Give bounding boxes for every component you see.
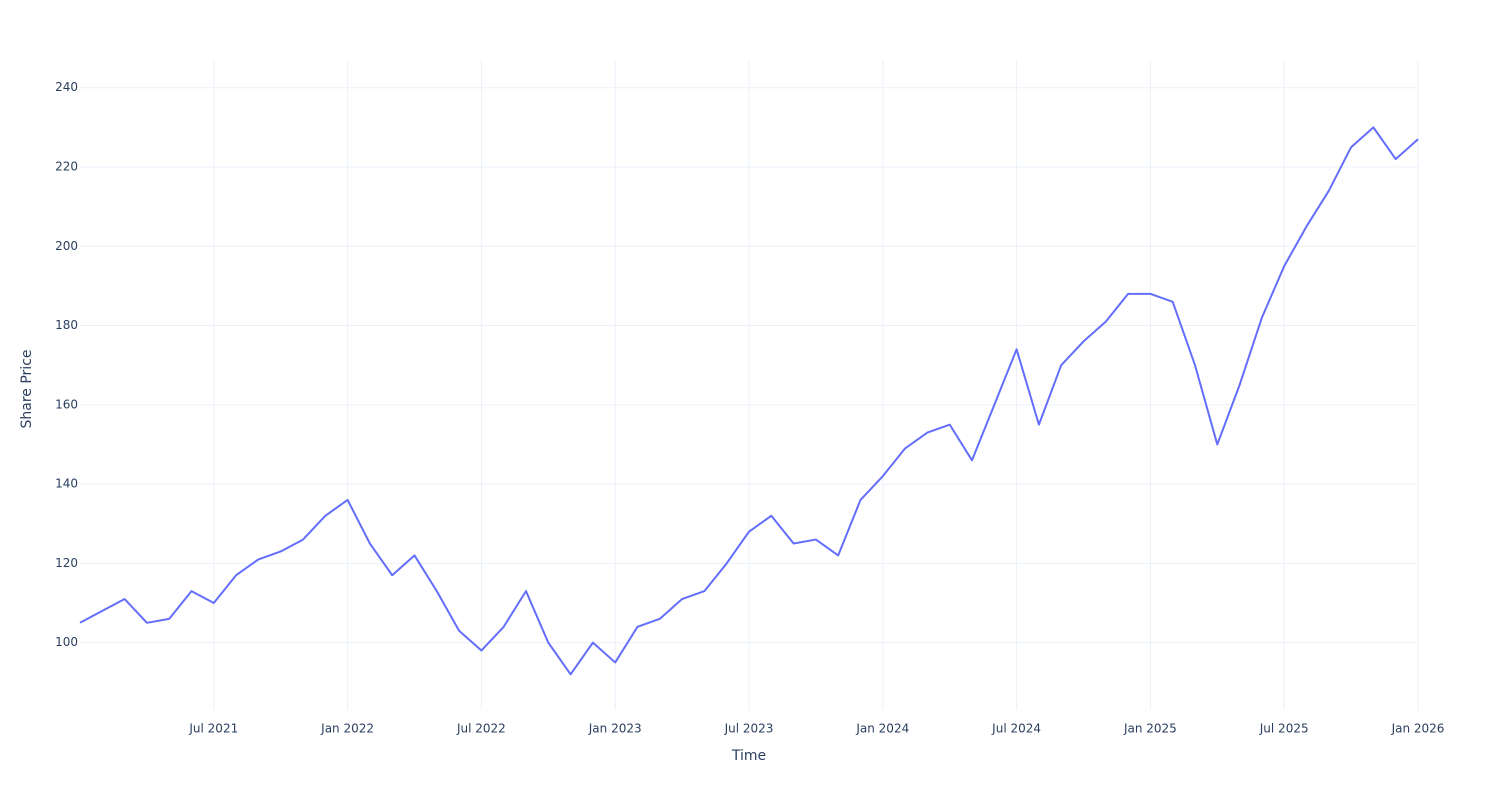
y-tick-label: 120 (55, 556, 78, 570)
x-axis-title: Time (731, 748, 766, 764)
x-tick-label: Jan 2024 (855, 722, 909, 736)
x-tick-label: Jan 2025 (1123, 722, 1177, 736)
x-tick-label: Jul 2023 (724, 722, 774, 736)
y-tick-label: 220 (55, 160, 78, 174)
x-tick-label: Jan 2022 (320, 722, 374, 736)
x-tick-label: Jul 2025 (1259, 722, 1309, 736)
y-tick-label: 140 (55, 477, 78, 491)
y-tick-label: 240 (55, 80, 78, 94)
x-tick-label: Jul 2022 (456, 722, 506, 736)
x-tick-label: Jan 2023 (588, 722, 642, 736)
line-series (79, 126, 1419, 676)
x-tick-label: Jan 2026 (1391, 722, 1445, 736)
y-tick-label: 200 (55, 239, 78, 253)
x-tick-label: Jul 2024 (991, 722, 1041, 736)
y-tick-label: 180 (55, 318, 78, 332)
y-tick-label: 160 (55, 397, 78, 411)
y-axis-title: Share Price (19, 349, 35, 428)
x-tick-label: Jul 2021 (188, 722, 238, 736)
y-tick-label: 100 (55, 635, 78, 649)
